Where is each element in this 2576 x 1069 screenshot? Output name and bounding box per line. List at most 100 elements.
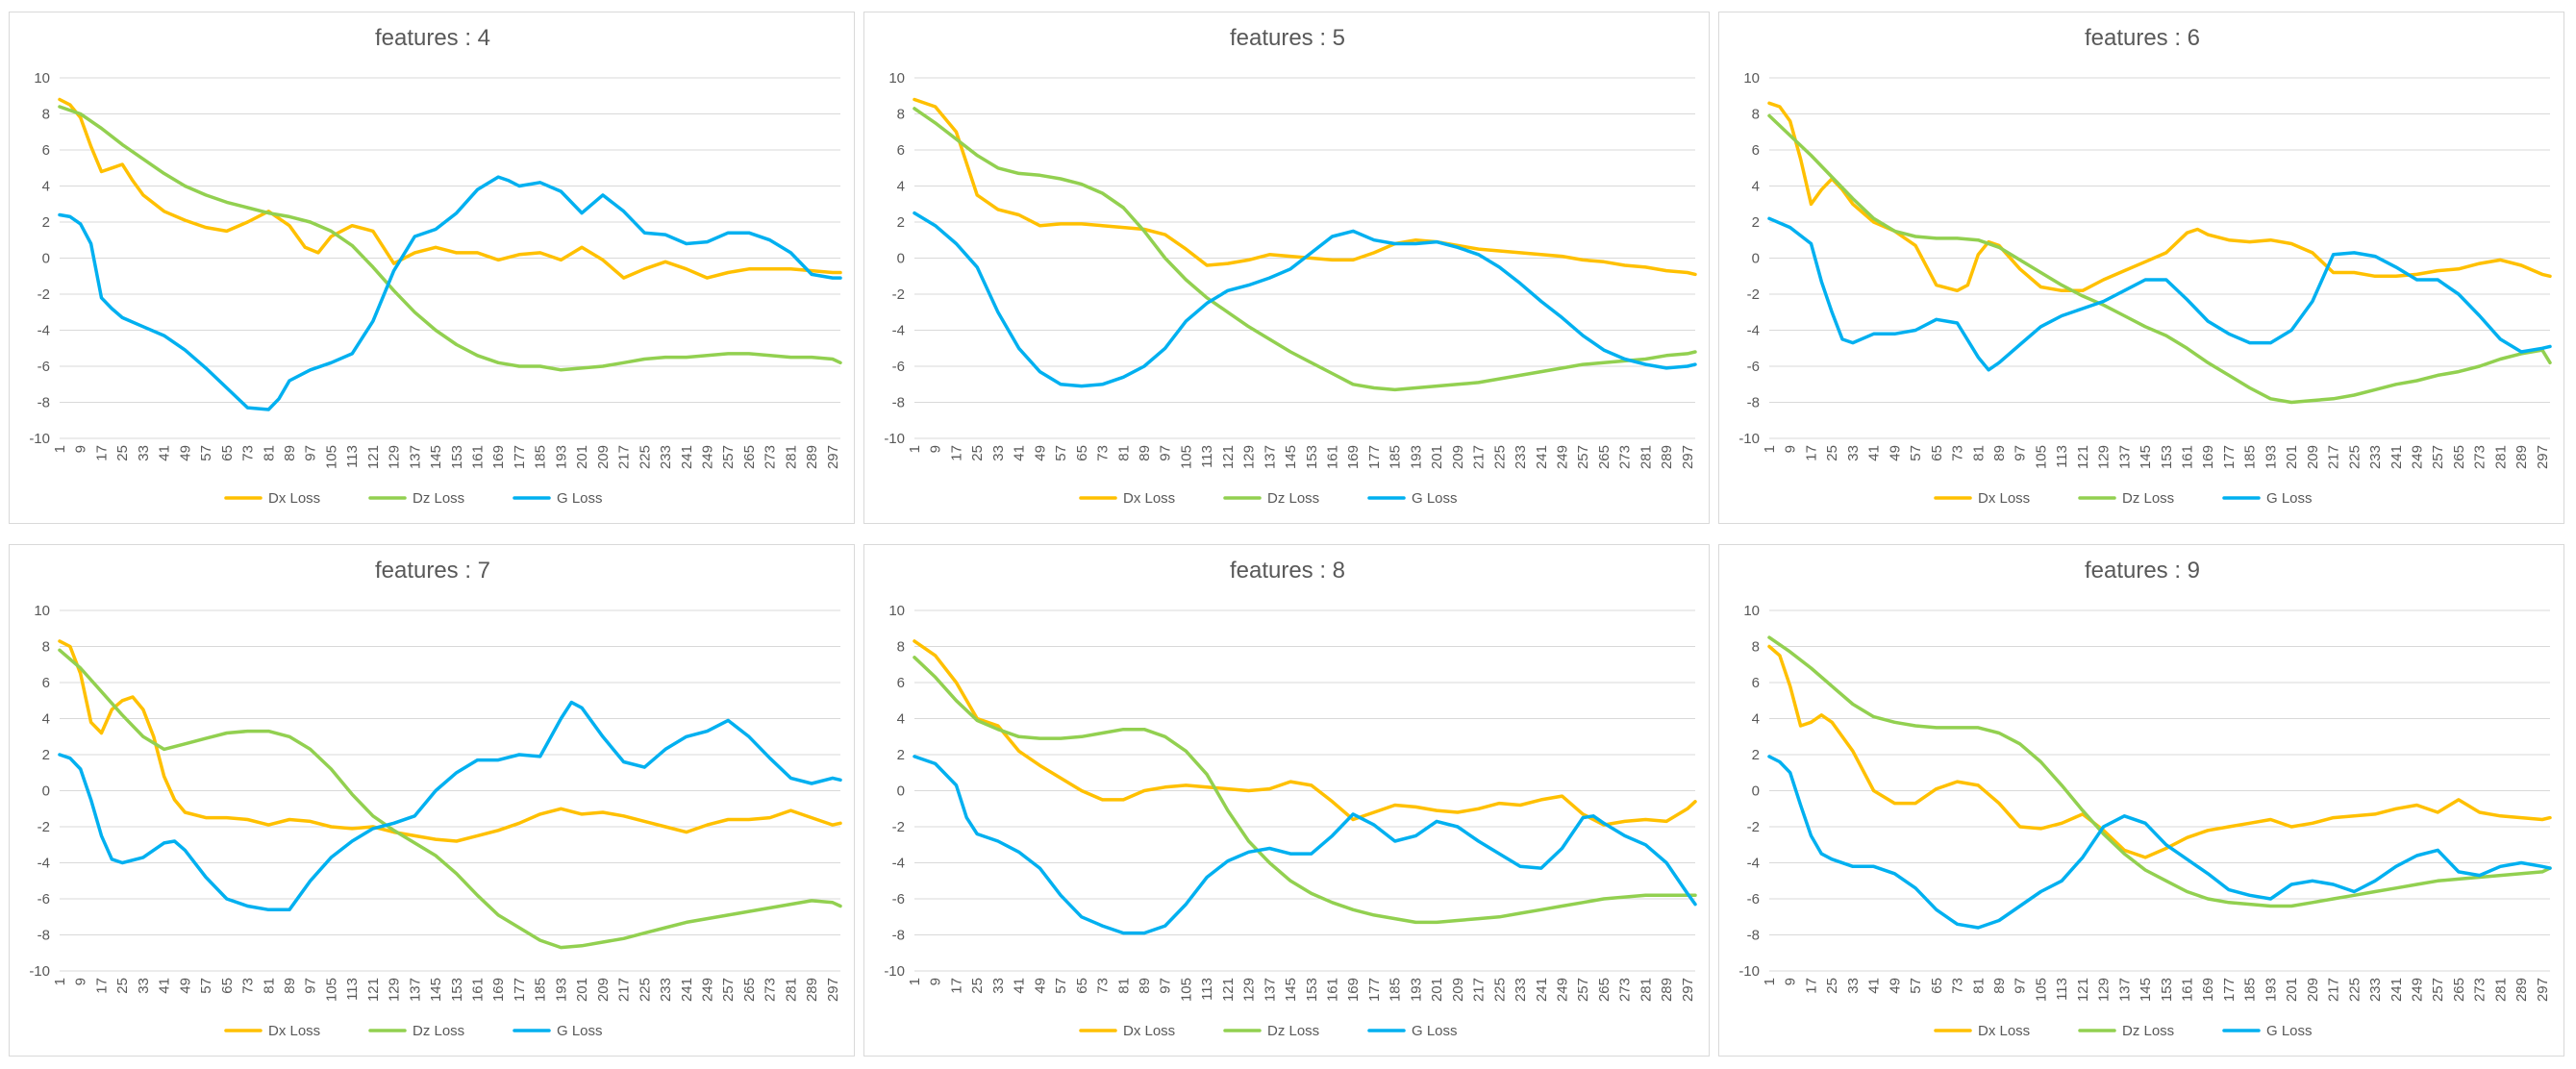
x-tick-label: 225 [2346, 978, 2363, 1002]
x-tick-label: 113 [344, 978, 361, 1001]
x-tick-label: 225 [1491, 445, 1508, 469]
x-tick-label: 137 [2116, 978, 2133, 1002]
y-tick-label: 0 [897, 251, 905, 267]
x-tick-label: 145 [2138, 445, 2154, 469]
x-tick-label: 89 [1991, 445, 2008, 461]
x-tick-label: 121 [365, 445, 382, 469]
x-tick-label: 289 [1659, 445, 1675, 469]
x-tick-label: 81 [1115, 445, 1132, 461]
x-tick-label: 153 [2159, 978, 2175, 1002]
x-tick-label: 209 [595, 445, 612, 469]
x-tick-label: 153 [1304, 445, 1320, 469]
series-line-dx-loss [58, 639, 842, 843]
x-tick-label: 17 [948, 978, 964, 994]
y-tick-label: 4 [897, 711, 905, 728]
x-tick-label: 201 [574, 978, 590, 1002]
x-tick-label: 97 [2013, 978, 2029, 994]
x-tick-label: 297 [1680, 978, 1696, 1002]
x-tick-label: 17 [1803, 978, 1819, 994]
y-tick-label: -2 [38, 286, 50, 303]
x-tick-label: 177 [2221, 445, 2238, 469]
x-tick-label: 145 [2138, 978, 2154, 1002]
x-tick-label: 41 [1012, 445, 1028, 461]
x-tick-label: 33 [990, 445, 1007, 461]
y-tick-label: -6 [38, 891, 50, 907]
x-tick-label: 273 [763, 445, 779, 469]
y-tick-label: -6 [38, 359, 50, 375]
y-tick-label: -6 [1747, 359, 1760, 375]
x-tick-label: 1 [52, 978, 68, 985]
x-tick-label: 145 [1283, 978, 1299, 1002]
x-tick-label: 257 [2430, 445, 2446, 469]
x-tick-label: 289 [804, 445, 820, 469]
x-tick-label: 65 [1929, 978, 1945, 994]
y-tick-label: -6 [892, 891, 905, 907]
x-tick-label: 121 [365, 978, 382, 1002]
legend-label-dz-loss: Dz Loss [2122, 1023, 2174, 1039]
legend-label-dx-loss: Dx Loss [1123, 490, 1175, 507]
series-line-dz-loss [913, 656, 1697, 925]
x-tick-label: 1 [1762, 445, 1778, 453]
x-tick-label: 233 [2367, 978, 2384, 1002]
y-tick-label: -8 [1747, 395, 1760, 411]
y-tick-label: -6 [1747, 891, 1760, 907]
x-tick-label: 89 [1137, 978, 1153, 994]
series-line-g-loss [913, 755, 1697, 935]
x-tick-label: 185 [1388, 445, 1404, 469]
x-tick-label: 57 [1908, 445, 1924, 461]
x-tick-label: 177 [1366, 445, 1383, 469]
x-tick-label: 241 [1534, 445, 1550, 469]
series-line-dx-loss [1767, 644, 2552, 859]
y-tick-label: -10 [1738, 963, 1760, 980]
legend-label-dz-loss: Dz Loss [2122, 490, 2174, 507]
x-tick-label: 57 [1053, 445, 1069, 461]
y-tick-label: 2 [897, 747, 905, 763]
y-tick-label: -8 [892, 395, 905, 411]
x-tick-label: 33 [1845, 445, 1862, 461]
x-tick-label: 33 [136, 445, 152, 461]
x-tick-label: 209 [2305, 978, 2321, 1002]
x-tick-label: 9 [1783, 978, 1799, 985]
x-tick-label: 113 [1199, 978, 1215, 1001]
x-tick-label: 273 [2472, 445, 2488, 469]
x-tick-label: 193 [1408, 445, 1424, 469]
chart-svg: features : 5 -10 -8 -6 -4 -2 0 2 4 6 8 10 1 9 17 25 33 41… [884, 25, 1697, 507]
x-tick-label: 241 [2388, 978, 2405, 1002]
x-tick-label: 33 [1845, 978, 1862, 994]
x-tick-label: 97 [303, 978, 319, 994]
x-tick-label: 225 [1491, 978, 1508, 1002]
y-tick-label: 8 [897, 639, 905, 656]
x-tick-label: 9 [73, 978, 89, 985]
y-tick-label: 0 [1752, 783, 1760, 800]
x-tick-label: 105 [1178, 978, 1194, 1002]
x-tick-label: 169 [490, 445, 507, 469]
x-tick-label: 193 [1408, 978, 1424, 1002]
legend-label-dx-loss: Dx Loss [1978, 490, 2030, 507]
x-tick-label: 193 [553, 978, 569, 1002]
x-tick-label: 153 [449, 445, 465, 469]
x-tick-label: 161 [1325, 978, 1341, 1002]
x-tick-label: 49 [177, 445, 193, 461]
x-tick-label: 41 [1012, 978, 1028, 994]
x-tick-label: 297 [2535, 978, 2551, 1002]
y-tick-label: 8 [42, 107, 50, 123]
chart-panel-features-8: features : 8 -10 -8 -6 -4 -2 0 2 4 6 8 10 1 9 17 25 33 41… [863, 544, 1710, 1057]
y-tick-label: 0 [42, 783, 50, 800]
y-tick-label: 10 [888, 70, 905, 87]
x-tick-label: 273 [1617, 978, 1634, 1002]
x-tick-label: 97 [303, 445, 319, 461]
y-tick-label: 4 [1752, 711, 1760, 728]
x-tick-label: 185 [1388, 978, 1404, 1002]
x-tick-label: 17 [1803, 445, 1819, 461]
legend-label-g-loss: G Loss [557, 490, 603, 507]
x-tick-label: 65 [1074, 978, 1090, 994]
x-tick-label: 105 [1178, 445, 1194, 469]
y-tick-label: 2 [1752, 214, 1760, 231]
x-tick-label: 257 [720, 978, 737, 1002]
x-tick-label: 169 [2200, 445, 2216, 469]
x-tick-label: 129 [1241, 445, 1258, 469]
x-tick-label: 137 [407, 445, 423, 469]
x-tick-label: 57 [198, 978, 214, 994]
series-line-dx-loss [58, 97, 842, 280]
x-tick-label: 121 [1220, 445, 1237, 469]
